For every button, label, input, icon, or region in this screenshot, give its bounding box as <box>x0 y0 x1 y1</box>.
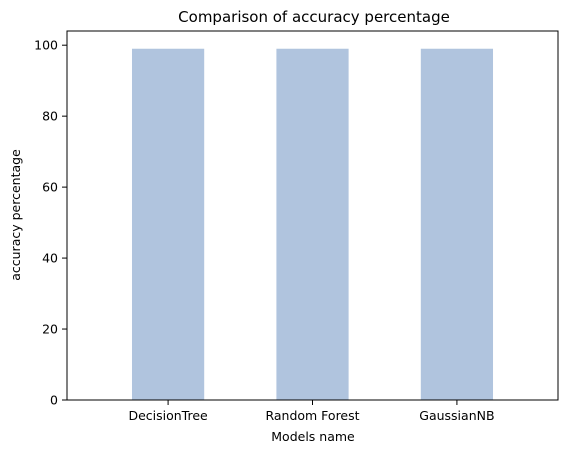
y-axis-label: accuracy percentage <box>8 149 23 281</box>
y-axis-ticks: 0 20 40 60 80 100 <box>34 38 67 408</box>
x-tick-label: GaussianNB <box>419 408 494 423</box>
y-tick-label: 80 <box>42 109 58 124</box>
bar-gaussiannb <box>420 48 494 401</box>
chart-title: Comparison of accuracy percentage <box>178 8 450 26</box>
x-axis-ticks: DecisionTree Random Forest GaussianNB <box>128 400 495 423</box>
x-tick-label: Random Forest <box>265 408 359 423</box>
x-tick-label: DecisionTree <box>128 408 208 423</box>
plot-frame <box>66 30 559 401</box>
y-tick-label: 20 <box>42 322 58 337</box>
bar-decisiontree <box>131 48 205 401</box>
y-tick-label: 60 <box>42 180 58 195</box>
y-tick-label: 0 <box>50 393 58 408</box>
bars-layer <box>131 48 494 401</box>
x-axis-label: Models name <box>271 429 355 444</box>
y-tick-label: 40 <box>42 251 58 266</box>
bar-random-forest <box>276 48 349 401</box>
y-tick-label: 100 <box>34 38 58 53</box>
